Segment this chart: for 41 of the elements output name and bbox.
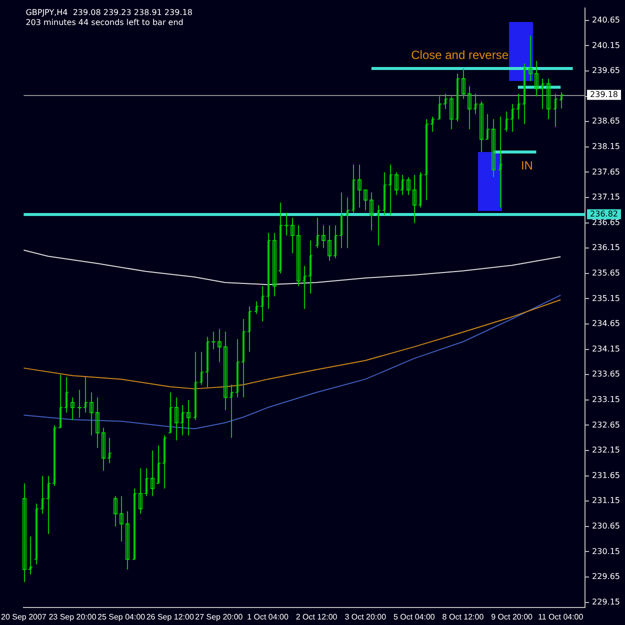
x-tick-label: 8 Oct 12:00 [442, 612, 484, 622]
y-tick-label: 229.15 [592, 597, 620, 606]
y-tick-label: 230.65 [592, 522, 620, 531]
x-tick-label: 25 Sep 04:00 [98, 612, 146, 622]
x-tick-label: 11 Oct 04:00 [538, 612, 584, 622]
y-tick-label: 233.65 [592, 370, 620, 379]
annotation: Close and reverse [411, 48, 509, 62]
x-tick-label: 9 Oct 20:00 [491, 612, 534, 622]
y-tick-label: 232.15 [592, 446, 620, 455]
y-tick-label: 231.15 [592, 496, 620, 506]
y-tick-label: 240.65 [592, 16, 620, 25]
x-tick-label: 1 Oct 04:00 [247, 612, 289, 622]
x-tick-label: 20 Sep 2007 [1, 612, 47, 622]
y-tick-label: 235.15 [592, 294, 620, 303]
y-tick-label: 229.65 [592, 572, 620, 582]
chart-title: GBPJPY,H4 239.08 239.23 238.91 239.18 [26, 8, 192, 17]
y-tick-label: 238.65 [592, 116, 620, 126]
x-tick-label: 26 Sep 12:00 [146, 612, 194, 622]
y-tick-label: 235.65 [592, 268, 620, 278]
y-tick-label: 236.65 [592, 218, 620, 227]
y-tick-label: 239.65 [592, 66, 620, 76]
y-tick-label: 237.65 [592, 167, 620, 176]
x-tick-label: 23 Sep 20:00 [48, 612, 97, 622]
y-tick-label: 231.65 [592, 470, 620, 480]
annotation: IN [520, 158, 533, 172]
y-tick-label: 234.15 [592, 344, 620, 354]
x-tick-label: 27 Sep 20:00 [195, 612, 244, 622]
x-tick-label: 3 Oct 20:00 [344, 612, 387, 622]
x-tick-label: 2 Oct 12:00 [296, 612, 338, 622]
y-tick-label: 236.15 [592, 243, 620, 252]
y-tick-label: 232.65 [592, 420, 620, 430]
ref-line-label: 239.18 [590, 90, 618, 99]
text: 203 minutes 44 seconds left to bar end [26, 18, 184, 27]
y-tick-label: 230.15 [592, 546, 620, 556]
y-tick-label: 238.15 [592, 142, 620, 152]
y-tick-label: 234.65 [592, 319, 620, 328]
ref-line-label: 236.82 [590, 209, 618, 218]
y-tick-label: 237.15 [592, 192, 620, 202]
x-tick-label: 5 Oct 04:00 [393, 612, 436, 622]
y-tick-label: 233.15 [592, 395, 620, 404]
y-tick-label: 240.15 [592, 40, 620, 50]
